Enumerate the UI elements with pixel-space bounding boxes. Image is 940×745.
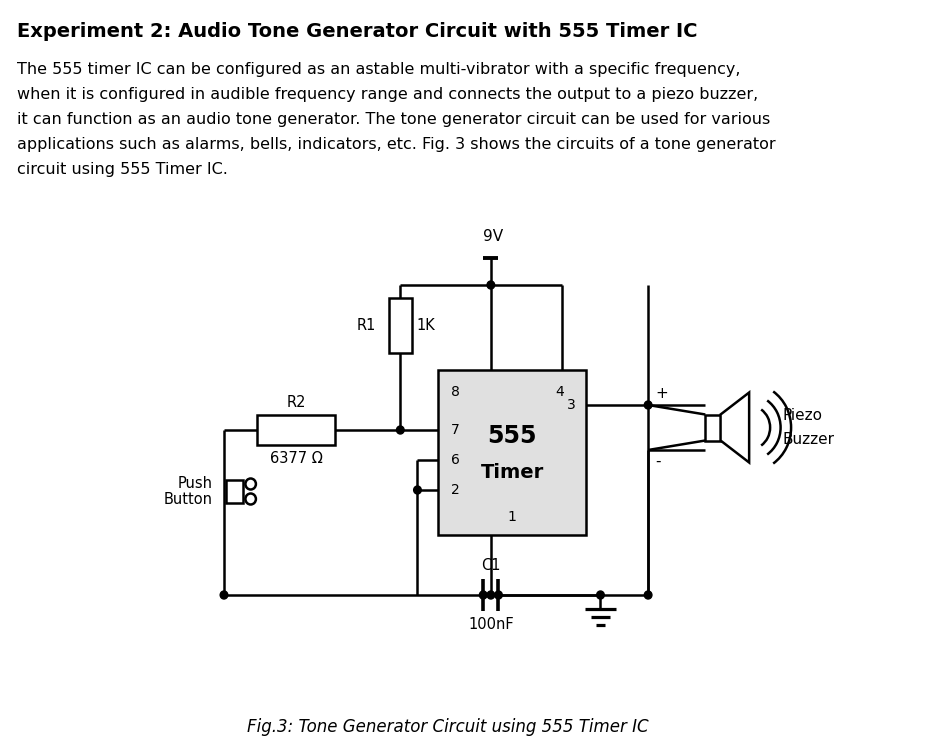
Bar <box>389 298 412 353</box>
Text: Experiment 2: Audio Tone Generator Circuit with 555 Timer IC: Experiment 2: Audio Tone Generator Circu… <box>17 22 697 41</box>
Text: C1: C1 <box>481 558 501 573</box>
Circle shape <box>487 281 494 289</box>
Text: 8: 8 <box>451 385 460 399</box>
Circle shape <box>397 426 404 434</box>
Text: 1: 1 <box>508 510 517 524</box>
Text: -: - <box>656 454 661 469</box>
Bar <box>705 414 721 440</box>
Bar <box>226 480 243 503</box>
Text: Piezo: Piezo <box>782 408 822 423</box>
Circle shape <box>479 591 487 599</box>
Text: Buzzer: Buzzer <box>782 432 835 447</box>
Text: it can function as an audio tone generator. The tone generator circuit can be us: it can function as an audio tone generat… <box>17 112 771 127</box>
Text: 6377 Ω: 6377 Ω <box>270 451 322 466</box>
Circle shape <box>414 486 421 494</box>
Text: Push: Push <box>178 477 212 492</box>
Text: 4: 4 <box>556 385 564 399</box>
Text: 2: 2 <box>451 483 460 497</box>
Text: 7: 7 <box>451 423 460 437</box>
Text: Timer: Timer <box>480 463 544 482</box>
Circle shape <box>245 493 256 504</box>
Text: R1: R1 <box>356 318 375 333</box>
Circle shape <box>597 591 604 599</box>
Text: R2: R2 <box>287 395 306 410</box>
Text: circuit using 555 Timer IC.: circuit using 555 Timer IC. <box>17 162 228 177</box>
Text: Button: Button <box>164 492 212 507</box>
Polygon shape <box>721 393 749 463</box>
Text: 6: 6 <box>451 453 460 467</box>
Text: when it is configured in audible frequency range and connects the output to a pi: when it is configured in audible frequen… <box>17 87 759 102</box>
Text: +: + <box>656 386 668 401</box>
Bar <box>258 415 336 445</box>
Text: Fig.3: Tone Generator Circuit using 555 Timer IC: Fig.3: Tone Generator Circuit using 555 … <box>247 718 649 736</box>
Circle shape <box>487 591 494 599</box>
Circle shape <box>494 591 502 599</box>
Bar <box>438 370 587 535</box>
Text: 1K: 1K <box>416 318 435 333</box>
Text: 9V: 9V <box>483 229 503 244</box>
Text: 100nF: 100nF <box>468 617 513 632</box>
Text: 555: 555 <box>488 424 537 448</box>
Circle shape <box>245 478 256 489</box>
Circle shape <box>644 591 652 599</box>
Circle shape <box>220 591 227 599</box>
Text: The 555 timer IC can be configured as an astable multi-vibrator with a specific : The 555 timer IC can be configured as an… <box>17 62 741 77</box>
Circle shape <box>644 401 652 409</box>
Text: applications such as alarms, bells, indicators, etc. Fig. 3 shows the circuits o: applications such as alarms, bells, indi… <box>17 137 775 152</box>
Text: 3: 3 <box>567 398 575 412</box>
